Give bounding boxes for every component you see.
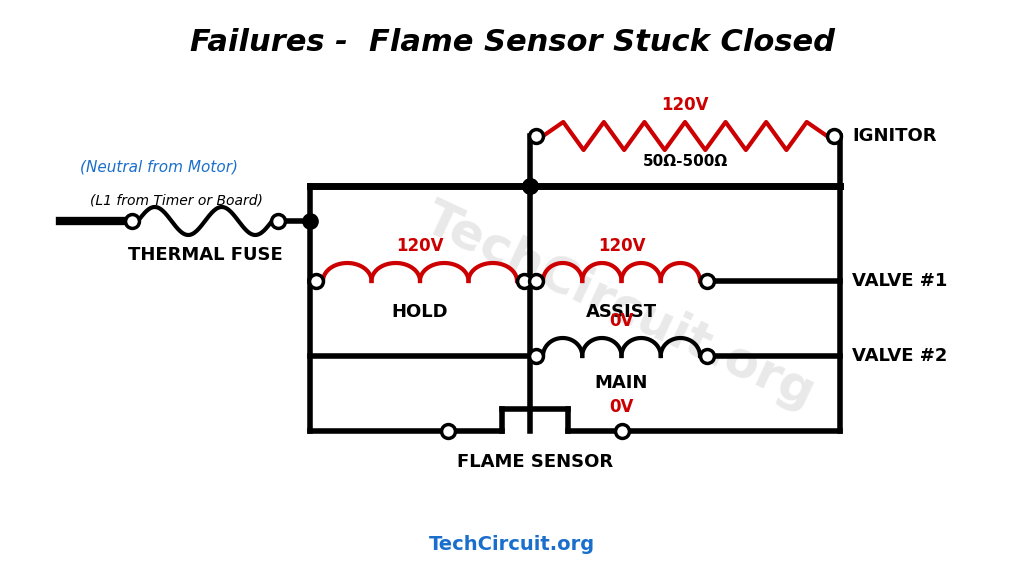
Text: VALVE #2: VALVE #2 [852, 347, 947, 365]
Text: ASSIST: ASSIST [586, 303, 657, 321]
Text: Failures -  Flame Sensor Stuck Closed: Failures - Flame Sensor Stuck Closed [189, 28, 835, 57]
Text: TechCircuit.org: TechCircuit.org [417, 194, 823, 418]
Text: TechCircuit.org: TechCircuit.org [429, 535, 595, 554]
Text: 120V: 120V [662, 96, 709, 114]
Text: FLAME SENSOR: FLAME SENSOR [457, 453, 613, 471]
Text: (Neutral from Motor): (Neutral from Motor) [80, 159, 238, 174]
Text: 120V: 120V [396, 237, 443, 255]
Text: VALVE #1: VALVE #1 [852, 272, 947, 290]
Text: 0V: 0V [609, 398, 634, 416]
Text: 0V: 0V [609, 312, 634, 330]
Text: 120V: 120V [598, 237, 645, 255]
Text: (L1 from Timer or Board): (L1 from Timer or Board) [90, 193, 263, 207]
Text: HOLD: HOLD [392, 303, 449, 321]
Text: IGNITOR: IGNITOR [852, 127, 937, 145]
Text: THERMAL FUSE: THERMAL FUSE [128, 246, 283, 264]
Text: 50Ω-500Ω: 50Ω-500Ω [642, 154, 728, 169]
Text: MAIN: MAIN [595, 374, 648, 392]
